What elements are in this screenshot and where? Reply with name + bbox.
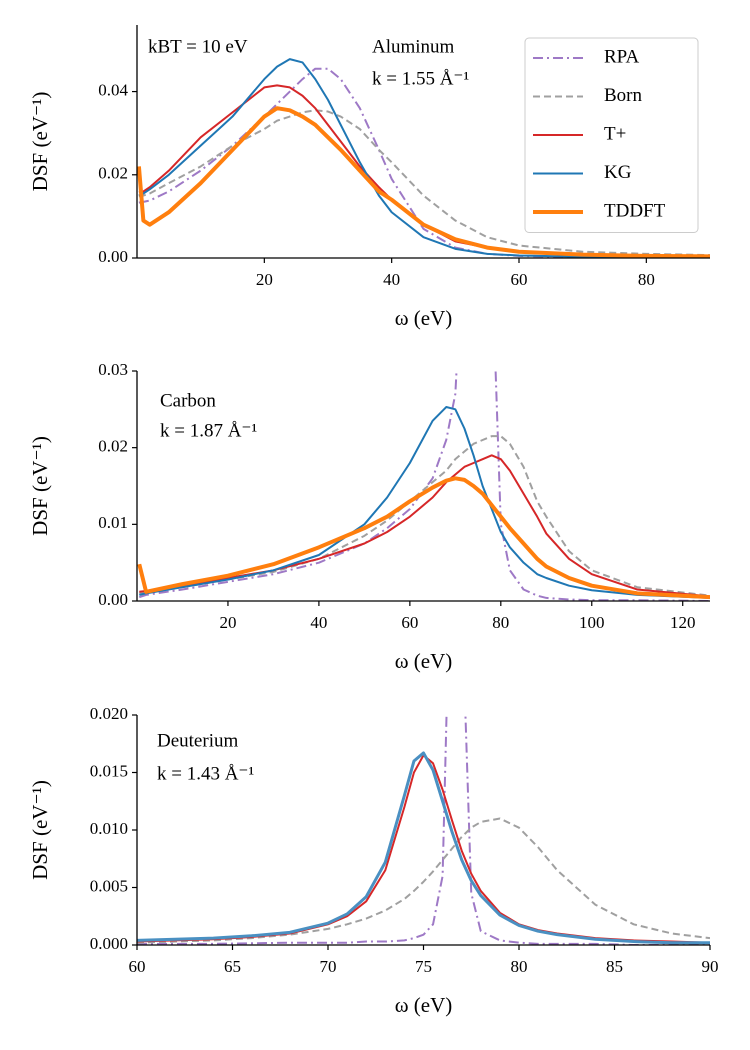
x-tick-label: 90: [702, 957, 719, 976]
x-axis-label: ω (eV): [395, 993, 453, 1017]
y-tick-label: 0.000: [90, 934, 128, 953]
series-line: [137, 817, 710, 944]
y-tick-label: 0.00: [98, 247, 128, 266]
annotation: Carbon: [160, 390, 216, 411]
panel: 60 65 70 75 80 85 90 0.000 0.005 0.010 0.015 0.020 ω…: [28, 704, 719, 1017]
y-axis-label: DSF (eV⁻¹): [28, 436, 52, 536]
series-line: [137, 715, 710, 945]
annotation: k = 1.43 Å⁻¹: [157, 763, 254, 784]
legend: RPA Born T+ KG TDDFT: [524, 37, 699, 233]
series-line: [138, 109, 710, 257]
annotation: Deuterium: [157, 730, 238, 751]
y-tick-label: 0.015: [90, 761, 128, 780]
y-tick-label: 0.005: [90, 876, 128, 895]
y-tick-label: 0.01: [98, 513, 128, 532]
x-tick-label: 85: [606, 957, 623, 976]
x-tick-label: 40: [383, 270, 400, 289]
y-tick-label: 0.010: [90, 819, 128, 838]
x-tick-label: 100: [579, 613, 605, 632]
annotation: k = 1.55 Å⁻¹: [372, 68, 469, 89]
x-tick-label: 80: [638, 270, 655, 289]
legend-label: Born: [604, 85, 643, 106]
series-line: [137, 751, 710, 945]
x-tick-label: 20: [219, 613, 236, 632]
plot-area: [137, 715, 710, 945]
legend-label: KG: [604, 162, 632, 183]
legend-box: [524, 37, 699, 233]
y-tick-label: 0.020: [90, 704, 128, 723]
legend-label: TDDFT: [604, 200, 666, 221]
y-axis-label: DSF (eV⁻¹): [28, 92, 52, 192]
plot-area: [137, 371, 710, 601]
series-line: [137, 476, 710, 600]
y-tick-label: 0.00: [98, 590, 128, 609]
series-line: [138, 58, 710, 258]
annotation: k = 1.87 Å⁻¹: [160, 420, 257, 441]
x-tick-label: 40: [310, 613, 327, 632]
x-tick-label: 70: [320, 957, 337, 976]
y-tick-label: 0.02: [98, 164, 128, 183]
x-tick-label: 80: [492, 613, 509, 632]
x-tick-label: 65: [224, 957, 241, 976]
x-tick-label: 80: [511, 957, 528, 976]
x-axis-label: ω (eV): [395, 306, 453, 330]
panel: 20 40 60 80 100 120 0.00 0.01 0.02 0.03 ω (eV) DSF …: [28, 360, 710, 673]
y-tick-label: 0.03: [98, 360, 128, 379]
y-tick-label: 0.04: [98, 80, 128, 99]
annotation: Aluminum: [372, 36, 455, 57]
x-axis-label: ω (eV): [395, 649, 453, 673]
series-line: [139, 406, 710, 599]
panel: 20 40 60 80 0.00 0.02 0.04 ω (eV) DSF (eV⁻¹) kBT …: [28, 25, 710, 330]
legend-label: RPA: [604, 46, 639, 67]
x-tick-label: 60: [129, 957, 146, 976]
x-tick-label: 20: [256, 270, 273, 289]
annotation: kBT = 10 eV: [148, 36, 248, 57]
y-axis-label: DSF (eV⁻¹): [28, 780, 52, 880]
y-tick-label: 0.02: [98, 437, 128, 456]
x-tick-label: 120: [670, 613, 696, 632]
x-tick-label: 60: [511, 270, 528, 289]
series-line: [137, 106, 710, 258]
x-tick-label: 75: [415, 957, 432, 976]
plot-area: [137, 58, 710, 258]
series-line: [138, 371, 710, 601]
x-tick-label: 60: [401, 613, 418, 632]
legend-label: T+: [604, 123, 626, 144]
series-line: [139, 435, 710, 597]
